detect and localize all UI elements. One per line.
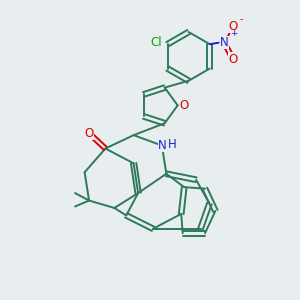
Text: O: O [228, 20, 238, 33]
Text: N: N [220, 36, 228, 49]
Text: Cl: Cl [150, 36, 162, 49]
Text: N: N [158, 139, 167, 152]
Text: O: O [228, 52, 238, 66]
Text: O: O [180, 99, 189, 112]
Text: -: - [239, 14, 243, 24]
Text: H: H [168, 138, 177, 151]
Text: +: + [230, 29, 238, 38]
Text: O: O [84, 127, 94, 140]
